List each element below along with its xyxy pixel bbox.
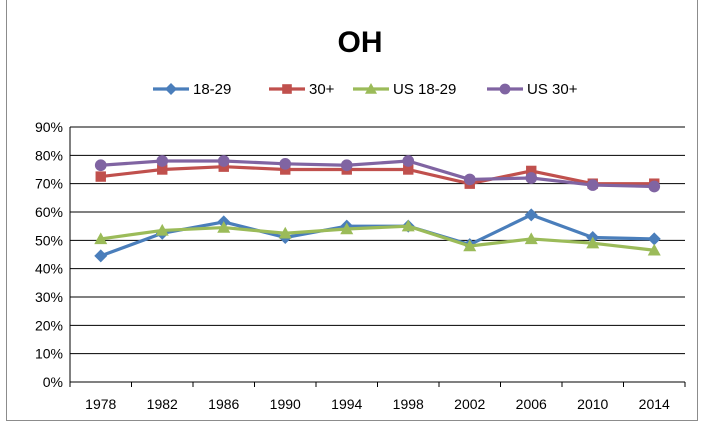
data-point [525,172,538,184]
series-18-29 [94,208,661,263]
y-tick-label: 40% [35,261,63,277]
legend: 18-29 30+ US 18-29 US 30+ [153,81,578,98]
data-point [340,159,353,172]
series-group [94,155,661,263]
x-tick-label: 2014 [639,396,670,412]
x-tick-label: 1978 [85,396,116,412]
data-point [156,155,169,167]
data-point [94,159,107,172]
data-point [155,223,169,236]
legend-marker [365,83,377,94]
data-point [217,155,230,167]
data-point [279,157,292,170]
data-point [524,232,538,245]
chart-title: OH [338,26,383,59]
data-point [586,179,599,191]
line-chart: OH 18-29 30+ US 18-29 US 30+ 0% 10% 20% 30% 40%… [35,26,686,412]
y-tick-label: 90% [35,119,63,135]
y-tick-label: 70% [35,176,63,192]
y-tick-label: 60% [35,204,63,220]
series-line [100,213,655,258]
data-point [463,173,476,186]
legend-label: 18-29 [193,81,231,98]
y-axis: 0% 10% 20% 30% 40% 50% 60% 70% 80% 90% [35,119,71,390]
data-point [278,226,292,239]
series-30- [95,161,660,189]
legend-label: US 30+ [527,81,578,98]
data-point [586,236,600,249]
series-line [100,165,655,186]
data-point [463,239,477,252]
x-tick-label: 1982 [147,396,178,412]
data-point [95,171,106,182]
data-point [647,243,661,256]
y-tick-label: 20% [35,317,63,333]
y-tick-label: 30% [35,289,63,305]
legend-label: US 18-29 [393,81,456,98]
data-point [647,232,661,246]
series-us-30- [94,155,661,193]
x-tick-label: 2010 [577,396,608,412]
x-tick-label: 1986 [208,396,239,412]
legend-item: 18-29 [153,81,231,98]
data-point [401,219,415,232]
legend-item: US 30+ [487,81,578,98]
legend-marker [165,83,177,95]
legend-marker [499,83,511,95]
series-us-18-29 [94,219,661,256]
x-tick-label: 1998 [393,396,424,412]
legend-item: 30+ [269,81,335,98]
y-tick-label: 50% [35,232,63,248]
data-point [526,165,537,177]
data-point [94,232,108,245]
x-tick-label: 1994 [331,396,362,412]
data-point [340,222,354,235]
data-point [403,164,414,175]
y-tick-label: 10% [35,346,63,362]
x-tick-label: 2006 [516,396,547,412]
series-line [100,159,655,189]
data-point [217,221,231,233]
legend-item: US 18-29 [353,81,456,98]
data-point [648,180,661,193]
legend-label: 30+ [309,81,335,98]
legend-marker [282,84,292,94]
x-tick-label: 1990 [270,396,301,412]
y-tick-label: 0% [43,374,63,390]
x-tick-label: 2002 [454,396,485,412]
series-line [100,224,655,252]
chart-frame: OH 18-29 30+ US 18-29 US 30+ 0% 10% 20% 30% 40%… [6,0,698,421]
y-tick-label: 80% [35,147,63,163]
data-point [402,155,415,167]
data-point [157,164,168,175]
data-point [94,249,108,263]
data-point [524,208,538,222]
x-axis: 1978 1982 1986 1990 1994 1998 2002 2006 2010 2014 [69,382,686,412]
